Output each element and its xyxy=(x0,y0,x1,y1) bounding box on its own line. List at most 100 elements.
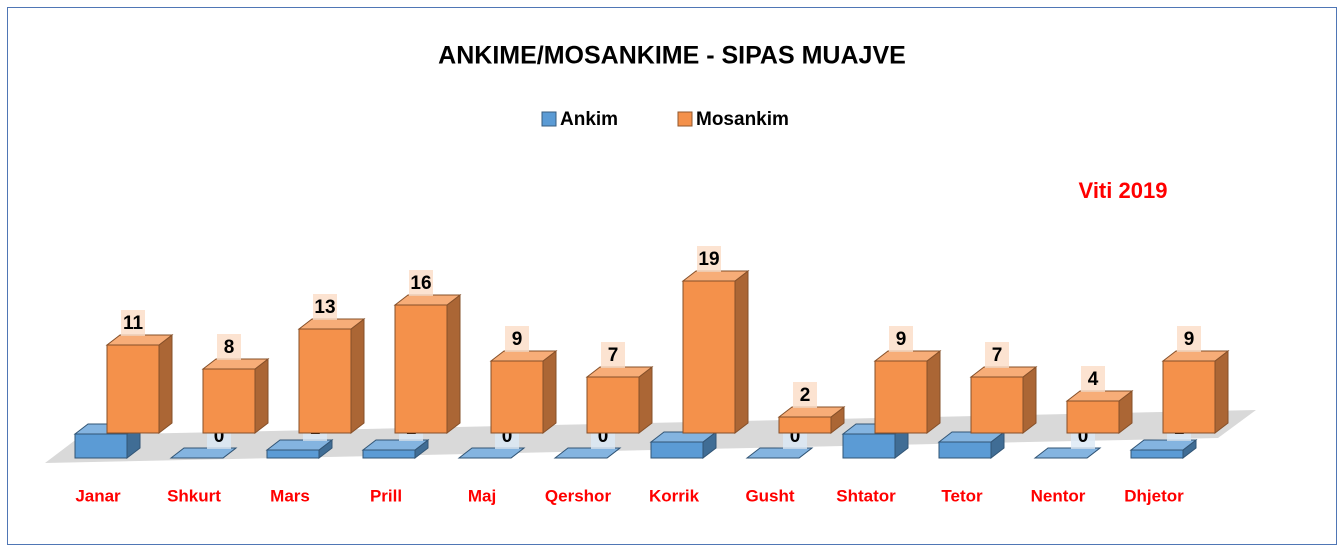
data-label: 9 xyxy=(1184,329,1195,350)
legend-label: Ankim xyxy=(560,109,618,130)
bar xyxy=(361,438,430,460)
x-tick-label: Nentor xyxy=(1031,486,1086,505)
data-label-box xyxy=(121,310,145,336)
data-label: 0 xyxy=(214,426,225,447)
bar xyxy=(969,365,1038,435)
bar xyxy=(1161,349,1230,435)
data-label-box xyxy=(889,326,913,352)
bar xyxy=(169,447,238,459)
bar-front xyxy=(874,360,928,434)
legend-label: Mosankim xyxy=(696,109,789,130)
bar xyxy=(1129,438,1198,460)
data-label: 8 xyxy=(224,337,235,358)
bar-side xyxy=(446,293,461,435)
data-label: 2 xyxy=(800,385,811,406)
data-label-box xyxy=(1081,366,1105,392)
bar xyxy=(1033,447,1102,459)
data-label-box xyxy=(1177,326,1201,352)
bar xyxy=(585,365,654,435)
data-label-box xyxy=(313,294,337,320)
data-label: 11 xyxy=(123,313,144,334)
bar-front xyxy=(74,433,128,459)
bar-front xyxy=(586,376,640,434)
bar-front xyxy=(362,449,416,459)
bar-front xyxy=(266,449,320,459)
bar-front xyxy=(970,376,1024,434)
bar-side xyxy=(1214,349,1229,435)
bar xyxy=(1065,389,1134,435)
bar-top xyxy=(457,447,526,459)
bar xyxy=(489,349,558,435)
bar-top xyxy=(169,447,238,459)
bar-top xyxy=(745,447,814,459)
bar xyxy=(681,269,750,435)
x-tick-label: Dhjetor xyxy=(1124,486,1184,505)
data-label-box xyxy=(985,342,1009,368)
bar xyxy=(265,438,334,460)
x-tick-label: Qershor xyxy=(545,486,612,505)
data-label-box xyxy=(601,342,625,368)
bar xyxy=(393,293,462,435)
annotation: Viti 2019 xyxy=(1079,178,1168,203)
bar-front xyxy=(394,304,448,434)
x-tick-label: Maj xyxy=(468,486,496,505)
bar-front xyxy=(1162,360,1216,434)
bar-side xyxy=(734,269,749,435)
bar-side xyxy=(542,349,557,435)
bar xyxy=(553,447,622,459)
chart-title: ANKIME/MOSANKIME - SIPAS MUAJVE xyxy=(438,42,906,70)
x-tick-label: Mars xyxy=(270,486,310,505)
bar-front xyxy=(490,360,544,434)
bar xyxy=(937,430,1006,460)
bar xyxy=(649,430,718,460)
x-tick-label: Korrik xyxy=(649,486,700,505)
bar-front xyxy=(842,433,896,459)
data-label: 0 xyxy=(598,426,609,447)
data-label-box xyxy=(409,270,433,296)
bar xyxy=(297,317,366,435)
data-label: 13 xyxy=(314,297,335,318)
bar xyxy=(873,349,942,435)
bar-front xyxy=(938,441,992,459)
data-label: 4 xyxy=(1088,369,1099,390)
data-label: 0 xyxy=(502,426,513,447)
x-tick-label: Shtator xyxy=(836,486,896,505)
bar-front xyxy=(298,328,352,434)
data-label-box xyxy=(697,246,721,272)
bar xyxy=(457,447,526,459)
x-tick-label: Prill xyxy=(370,486,402,505)
x-tick-label: Tetor xyxy=(941,486,983,505)
chart-border xyxy=(7,7,1337,545)
floor xyxy=(45,410,1256,463)
bar-front xyxy=(202,368,256,434)
data-label-box xyxy=(217,334,241,360)
bar-front xyxy=(778,416,832,434)
bar-front xyxy=(1066,400,1120,434)
bar-front xyxy=(1130,449,1184,459)
bar-side xyxy=(158,333,173,435)
bar xyxy=(777,405,846,435)
data-label: 9 xyxy=(512,329,523,350)
data-label: 7 xyxy=(608,345,619,366)
data-label: 0 xyxy=(1078,426,1089,447)
x-tick-label: Janar xyxy=(75,486,121,505)
bar-side xyxy=(1022,365,1037,435)
data-label: 9 xyxy=(896,329,907,350)
bar xyxy=(105,333,174,435)
data-label-box xyxy=(793,382,817,408)
legend-swatch xyxy=(677,111,693,127)
data-label-box xyxy=(505,326,529,352)
bar-front xyxy=(682,280,736,434)
data-label: 7 xyxy=(992,345,1003,366)
x-tick-label: Gusht xyxy=(745,486,794,505)
data-label: 16 xyxy=(410,273,431,294)
legend-swatch xyxy=(541,111,557,127)
bar-top xyxy=(1033,447,1102,459)
data-label: 0 xyxy=(790,426,801,447)
bar-top xyxy=(553,447,622,459)
bar-front xyxy=(106,344,160,434)
bar xyxy=(745,447,814,459)
x-tick-label: Shkurt xyxy=(167,486,221,505)
bar-side xyxy=(926,349,941,435)
